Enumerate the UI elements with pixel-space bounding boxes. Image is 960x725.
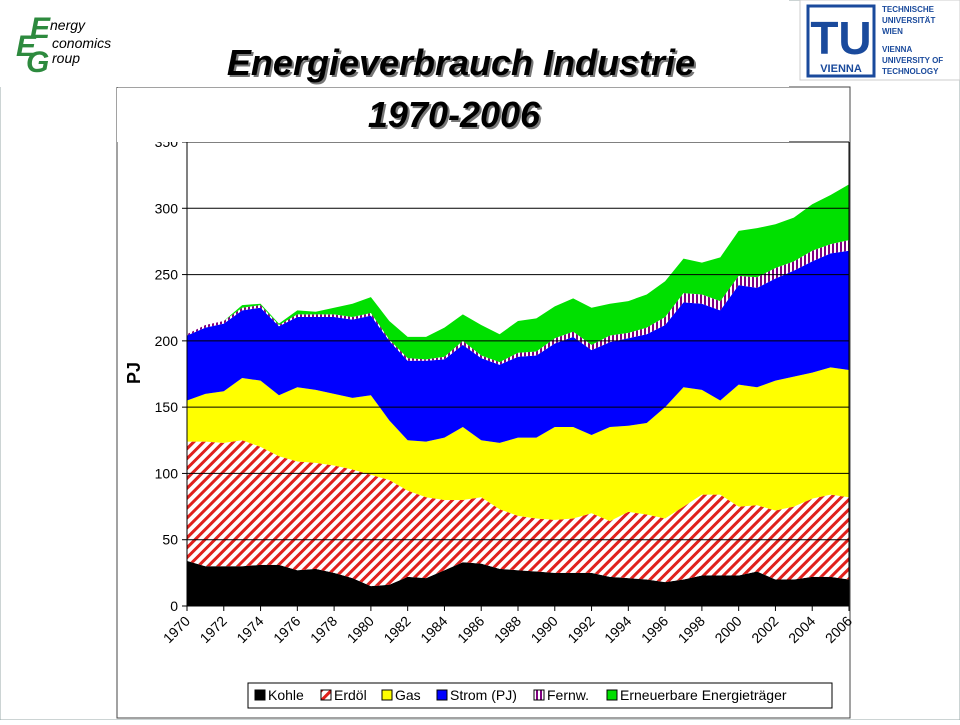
- tu-line: University of: [882, 56, 943, 65]
- logo-word: nergy: [50, 17, 86, 33]
- y-tick-label: 300: [155, 200, 179, 216]
- eeg-logo: E E G nergy conomics roup: [16, 12, 111, 79]
- chart-title: Energieverbrauch Industrie: [227, 42, 695, 83]
- header-backdrop: [0, 0, 789, 87]
- chart-subtitle: 1970-2006: [368, 94, 541, 135]
- y-tick-label: 0: [170, 598, 178, 614]
- y-tick-label: 150: [155, 399, 179, 415]
- legend-label: Gas: [395, 687, 421, 703]
- area: [187, 184, 849, 363]
- legend-label: Kohle: [268, 687, 304, 703]
- area: [187, 440, 849, 587]
- logo-letter: G: [26, 46, 49, 79]
- legend-swatch: [606, 689, 618, 701]
- tu-line: Vienna: [882, 45, 912, 54]
- legend-label: Erdöl: [334, 687, 367, 703]
- tu-line: Technische: [882, 5, 935, 14]
- area: [187, 250, 849, 443]
- area: [187, 560, 849, 606]
- logo-word: roup: [52, 50, 80, 66]
- tu-mark: TU: [810, 12, 871, 64]
- title-shadow: Energieverbrauch Industrie: [229, 44, 697, 85]
- legend-label: Fernw.: [547, 687, 589, 703]
- tu-mark-sub: VIENNA: [820, 63, 862, 75]
- y-tick-label: 200: [155, 333, 179, 349]
- legend-swatch: [320, 689, 332, 701]
- tu-line: Wien: [882, 27, 903, 36]
- title-group: Energieverbrauch Industrie Energieverbra…: [227, 42, 697, 137]
- y-tick-label: 100: [155, 465, 179, 481]
- tu-line: Technology: [882, 67, 939, 76]
- tu-line: Universität: [882, 16, 935, 25]
- logo-letter: E: [16, 30, 37, 63]
- y-tick-label: 50: [162, 532, 178, 548]
- tu-logo: TU VIENNA Technische Universität Wien Vi…: [799, 0, 960, 81]
- plot: 0501001502002503003501970197219741976197…: [155, 134, 856, 646]
- area: [187, 367, 849, 522]
- title-backdrop: [117, 88, 789, 142]
- legend: Kohle Erdöl Gas Strom (PJ) Fernw. Erneuerbare…: [254, 687, 787, 703]
- y-tick-label: 250: [155, 267, 179, 283]
- subtitle-shadow: 1970-2006: [370, 96, 543, 137]
- legend-label: Strom (PJ): [450, 687, 517, 703]
- tu-mark-box: [806, 4, 876, 78]
- y-axis-label: PJ: [124, 362, 144, 384]
- legend-label: Erneuerbare Energieträger: [620, 687, 787, 703]
- logo-word: conomics: [52, 35, 111, 51]
- logo-letter: E: [30, 12, 51, 45]
- legend-swatch: [254, 689, 266, 701]
- area: [187, 240, 849, 365]
- legend-swatch: [533, 689, 545, 701]
- legend-swatch: [381, 689, 393, 701]
- legend-swatch: [436, 689, 448, 701]
